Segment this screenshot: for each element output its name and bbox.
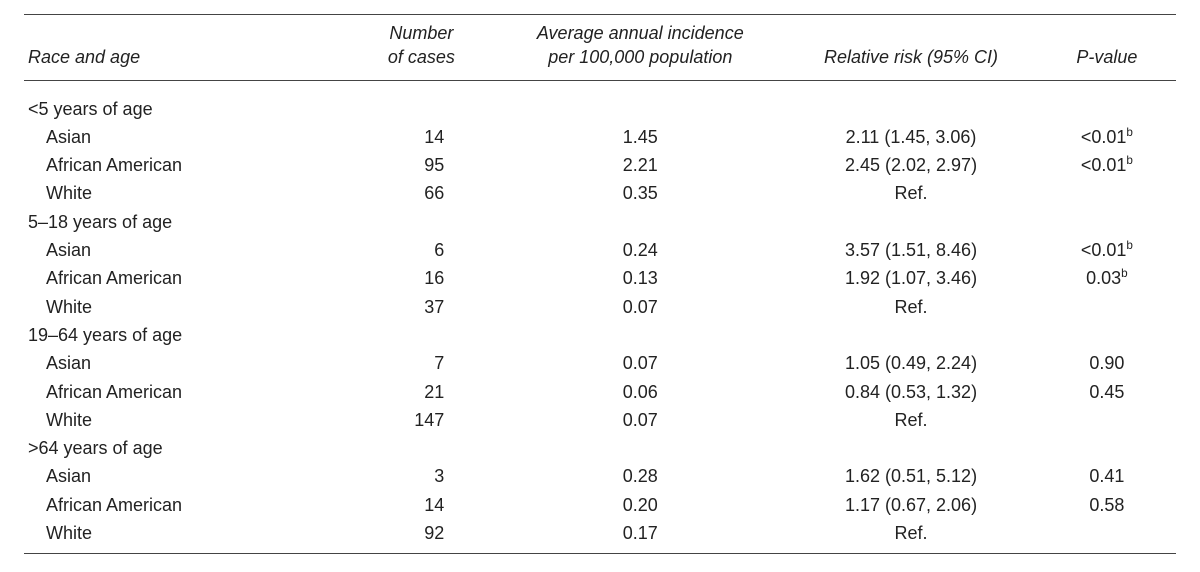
cell-relative-risk: Ref.: [784, 519, 1037, 554]
cell-p-value: 0.41: [1038, 462, 1176, 490]
cell-n-cases: 37: [347, 293, 497, 321]
cell-n-cases: 66: [347, 179, 497, 207]
cell-relative-risk: Ref.: [784, 293, 1037, 321]
cell-race: African American: [24, 151, 347, 179]
cell-n-cases: 95: [347, 151, 497, 179]
footnote-marker: b: [1126, 154, 1133, 167]
cell-p-value: 0.90: [1038, 349, 1176, 377]
table-row: White370.07Ref.: [24, 293, 1176, 321]
incidence-table: Race and age Numberof cases Average annu…: [24, 14, 1176, 554]
cell-relative-risk: 0.84 (0.53, 1.32): [784, 378, 1037, 406]
footnote-marker: b: [1126, 239, 1133, 252]
cell-race: Asian: [24, 123, 347, 151]
table-row: Asian30.281.62 (0.51, 5.12)0.41: [24, 462, 1176, 490]
cell-n-cases: 147: [347, 406, 497, 434]
footnote-marker: b: [1126, 126, 1133, 139]
age-group-label: 19–64 years of age: [24, 321, 1176, 349]
cell-p-value: [1038, 406, 1176, 434]
table-row: African American210.060.84 (0.53, 1.32)0…: [24, 378, 1176, 406]
cell-n-cases: 21: [347, 378, 497, 406]
cell-p-value: <0.01b: [1038, 123, 1176, 151]
cell-p-value: [1038, 519, 1176, 554]
cell-incidence: 0.35: [496, 179, 784, 207]
cell-relative-risk: 2.11 (1.45, 3.06): [784, 123, 1037, 151]
cell-incidence: 0.07: [496, 349, 784, 377]
table-body: <5 years of ageAsian141.452.11 (1.45, 3.…: [24, 80, 1176, 554]
table-row: Asian141.452.11 (1.45, 3.06)<0.01b: [24, 123, 1176, 151]
cell-n-cases: 16: [347, 264, 497, 292]
cell-p-value: <0.01b: [1038, 151, 1176, 179]
cell-relative-risk: 1.62 (0.51, 5.12): [784, 462, 1037, 490]
table-row: African American952.212.45 (2.02, 2.97)<…: [24, 151, 1176, 179]
col-header-n-cases: Numberof cases: [347, 15, 497, 81]
cell-race: African American: [24, 264, 347, 292]
incidence-table-container: Race and age Numberof cases Average annu…: [0, 0, 1200, 572]
cell-p-value: [1038, 179, 1176, 207]
table-row: Asian70.071.05 (0.49, 2.24)0.90: [24, 349, 1176, 377]
age-group-label: 5–18 years of age: [24, 208, 1176, 236]
col-header-incidence: Average annual incidenceper 100,000 popu…: [496, 15, 784, 81]
cell-race: African American: [24, 378, 347, 406]
cell-p-value: 0.03b: [1038, 264, 1176, 292]
cell-relative-risk: 2.45 (2.02, 2.97): [784, 151, 1037, 179]
age-group-row: >64 years of age: [24, 434, 1176, 462]
footnote-marker: b: [1121, 267, 1128, 280]
table-row: African American160.131.92 (1.07, 3.46)0…: [24, 264, 1176, 292]
cell-race: White: [24, 293, 347, 321]
age-group-row: <5 years of age: [24, 95, 1176, 123]
cell-relative-risk: 3.57 (1.51, 8.46): [784, 236, 1037, 264]
age-group-label: <5 years of age: [24, 95, 1176, 123]
table-row: White660.35Ref.: [24, 179, 1176, 207]
cell-p-value: [1038, 293, 1176, 321]
cell-relative-risk: 1.92 (1.07, 3.46): [784, 264, 1037, 292]
cell-race: Asian: [24, 236, 347, 264]
spacer-row: [24, 80, 1176, 95]
age-group-row: 19–64 years of age: [24, 321, 1176, 349]
table-header: Race and age Numberof cases Average annu…: [24, 15, 1176, 81]
cell-incidence: 0.06: [496, 378, 784, 406]
cell-incidence: 0.17: [496, 519, 784, 554]
cell-race: White: [24, 519, 347, 554]
cell-race: Asian: [24, 349, 347, 377]
cell-relative-risk: Ref.: [784, 406, 1037, 434]
cell-race: White: [24, 179, 347, 207]
cell-incidence: 0.24: [496, 236, 784, 264]
table-row: White1470.07Ref.: [24, 406, 1176, 434]
cell-n-cases: 6: [347, 236, 497, 264]
cell-incidence: 0.07: [496, 293, 784, 321]
age-group-row: 5–18 years of age: [24, 208, 1176, 236]
cell-p-value: 0.45: [1038, 378, 1176, 406]
cell-n-cases: 14: [347, 123, 497, 151]
col-header-race-age: Race and age: [24, 15, 347, 81]
cell-n-cases: 3: [347, 462, 497, 490]
cell-incidence: 2.21: [496, 151, 784, 179]
col-header-p-value: P-value: [1038, 15, 1176, 81]
cell-race: Asian: [24, 462, 347, 490]
cell-incidence: 1.45: [496, 123, 784, 151]
cell-relative-risk: Ref.: [784, 179, 1037, 207]
cell-n-cases: 7: [347, 349, 497, 377]
cell-relative-risk: 1.05 (0.49, 2.24): [784, 349, 1037, 377]
cell-incidence: 0.13: [496, 264, 784, 292]
table-row: White920.17Ref.: [24, 519, 1176, 554]
cell-incidence: 0.07: [496, 406, 784, 434]
cell-race: White: [24, 406, 347, 434]
cell-n-cases: 92: [347, 519, 497, 554]
age-group-label: >64 years of age: [24, 434, 1176, 462]
cell-incidence: 0.28: [496, 462, 784, 490]
cell-p-value: <0.01b: [1038, 236, 1176, 264]
table-row: Asian60.243.57 (1.51, 8.46)<0.01b: [24, 236, 1176, 264]
col-header-relative-risk: Relative risk (95% CI): [784, 15, 1037, 81]
